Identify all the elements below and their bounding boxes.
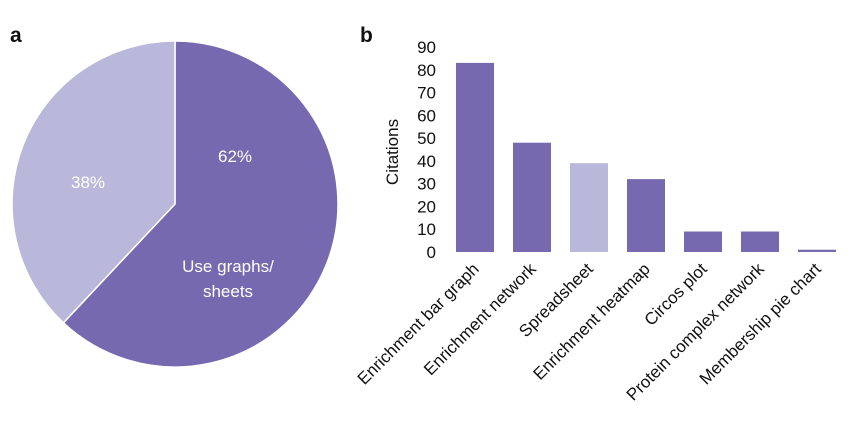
x-tick-label: Enrichment network	[420, 259, 540, 379]
pie-slice-category-label: sheets	[203, 282, 253, 301]
y-tick-label: 30	[417, 175, 436, 194]
bar	[513, 142, 551, 252]
pie-slice-other	[11, 40, 176, 324]
bar	[627, 179, 665, 252]
y-tick-label: 60	[417, 106, 436, 125]
panel-label-a: a	[10, 24, 22, 47]
bar	[798, 249, 836, 252]
y-tick-label: 40	[417, 152, 436, 171]
y-tick-label: 0	[427, 243, 436, 262]
y-axis-label: Citations	[383, 119, 402, 185]
bar	[684, 231, 722, 252]
bar-chart: 0 10 20 30 40 50 60 70 80 90 Enrichment bar graph…	[354, 38, 836, 404]
panel-label-b: b	[360, 24, 373, 47]
bar	[741, 231, 779, 252]
pie-slice-percent-label: 62%	[218, 147, 252, 166]
y-tick-label: 70	[417, 84, 436, 103]
x-tick-label: Enrichment heatmap	[529, 259, 653, 383]
y-tick-label: 20	[417, 197, 436, 216]
pie-chart: 62% Use graphs/ sheets 38%	[11, 40, 339, 368]
y-tick-label: 80	[417, 61, 436, 80]
y-tick-label: 10	[417, 220, 436, 239]
y-tick-label: 50	[417, 129, 436, 148]
y-axis: 0 10 20 30 40 50 60 70 80 90	[417, 38, 436, 262]
y-tick-label: 90	[417, 38, 436, 57]
bar	[456, 62, 494, 253]
bar	[570, 163, 608, 252]
pie-slice-use-graphs	[62, 40, 339, 368]
bars	[456, 62, 836, 253]
pie-slice-category-label: Use graphs/	[182, 257, 274, 276]
pie-slice-percent-label: 38%	[71, 173, 105, 192]
